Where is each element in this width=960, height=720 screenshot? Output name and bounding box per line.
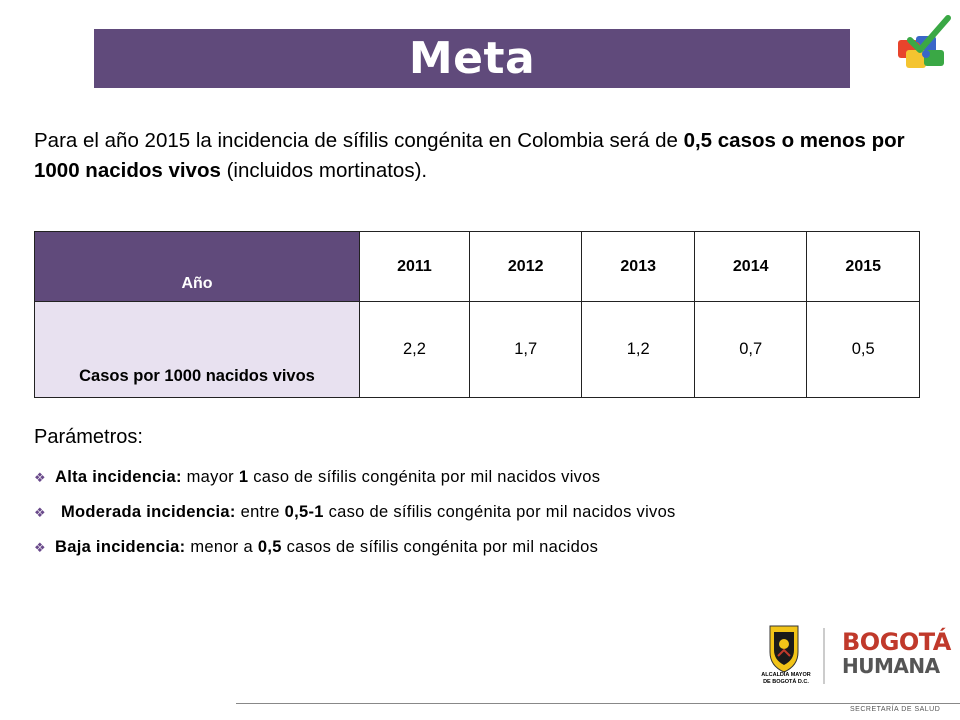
title-banner: Meta [94,29,850,88]
diamond-bullet-icon: ❖ [34,539,46,555]
list-item: ❖ Baja incidencia: menor a 0,5 casos de … [34,530,676,565]
humana-word: HUMANA [842,654,940,678]
param-label: Moderada incidencia: [61,503,236,521]
coat-of-arms-icon [769,625,799,673]
cases-cell: 1,2 [581,301,695,398]
year-cell: 2012 [468,231,583,302]
alcaldia-line-2: DE BOGOTÁ D.C. [763,679,809,685]
cases-cell: 0,5 [806,301,920,398]
bogota-humana-wordmark: BOGOTÁ HUMANA [842,630,951,678]
param-label: Baja incidencia: [55,538,186,556]
cases-row-header: Casos por 1000 nacidos vivos [34,301,360,398]
targets-table: Año 2011 2012 2013 2014 2015 Casos por 1… [34,231,920,398]
param-value: 0,5-1 [284,503,324,521]
footer-divider [236,703,960,704]
alcaldia-caption: ALCALDÍA MAYOR DE BOGOTÁ D.C. [758,672,814,686]
page-title: Meta [408,33,536,84]
footer-label: SECRETARÍA DE SALUD [850,706,941,713]
list-item: ❖ Moderada incidencia: entre 0,5-1 caso … [34,495,676,530]
year-cell: 2014 [693,231,808,302]
cases-cell: 0,7 [693,301,808,398]
param-text: menor a [185,538,258,556]
param-text: caso de sífilis congénita por mil nacido… [248,468,601,486]
params-list: ❖ Alta incidencia: mayor 1 caso de sífil… [34,460,676,565]
goal-statement: Para el año 2015 la incidencia de sífili… [34,126,934,186]
logo-graphic [769,625,825,684]
params-heading: Parámetros: [34,426,143,448]
param-text: casos de sífilis congénita por mil nacid… [281,538,599,556]
list-item: ❖ Alta incidencia: mayor 1 caso de sífil… [34,460,676,495]
puzzle-checkmark-icon [898,15,951,68]
param-label: Alta incidencia: [55,468,182,486]
diamond-bullet-icon: ❖ [34,469,46,485]
alcaldia-line-1: ALCALDÍA MAYOR [761,672,811,678]
param-value: 0,5 [257,538,282,556]
year-cell: 2011 [359,231,470,302]
param-text: entre [235,503,285,521]
param-value: 1 [238,468,249,486]
goal-text-end: (incluidos mortinatos). [220,159,428,182]
goal-text-start: Para el año 2015 la incidencia de sífili… [34,129,684,152]
year-cell: 2013 [581,231,695,302]
cases-cell: 1,7 [468,301,583,398]
table-row-years: Año 2011 2012 2013 2014 2015 [34,231,920,302]
bogota-word: BOGOTÁ [842,628,951,656]
param-text: caso de sífilis congénita por mil nacido… [323,503,676,521]
year-cell: 2015 [806,231,920,302]
param-text: mayor [181,468,239,486]
table-row-cases: Casos por 1000 nacidos vivos 2,2 1,7 1,2… [34,301,920,398]
diamond-bullet-icon: ❖ [34,504,46,520]
goal-text-bold: 0,5 casos o menos por 1000 nacidos vivos [34,129,905,182]
cases-cell: 2,2 [359,301,470,398]
bogota-logos: ALCALDÍA MAYOR DE BOGOTÁ D.C. BOGOTÁ HUM… [758,622,951,690]
year-row-header: Año [34,231,360,302]
